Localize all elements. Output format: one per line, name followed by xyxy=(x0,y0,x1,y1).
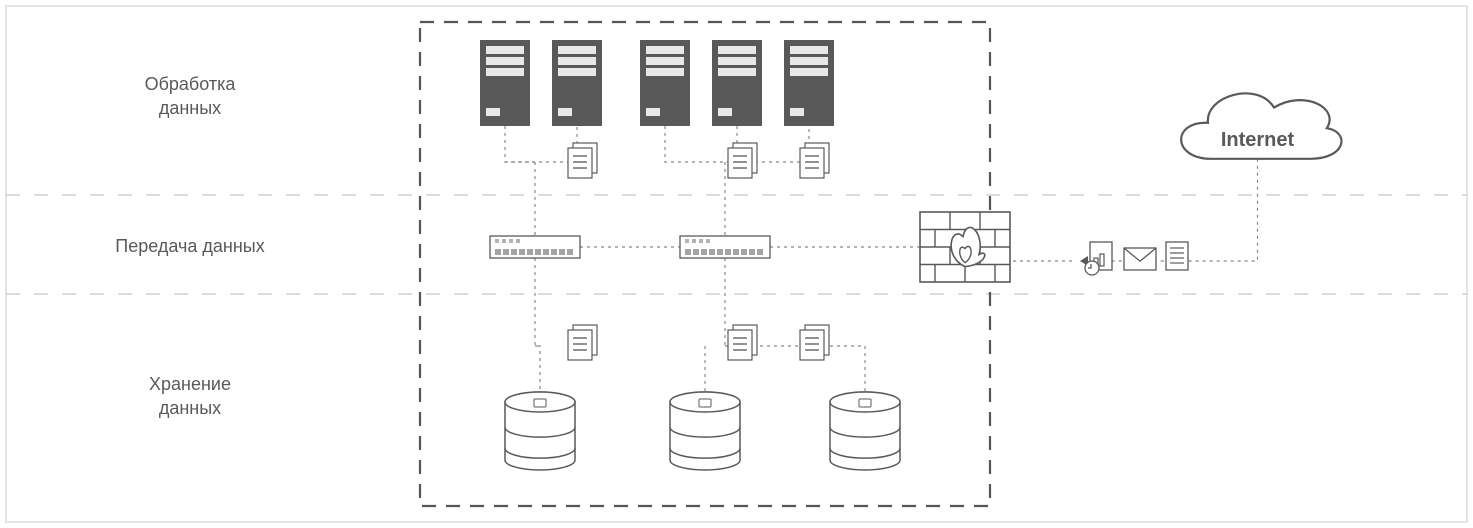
document-stack-icon xyxy=(728,143,757,178)
label-processing: Обработка xyxy=(145,74,237,94)
label-transfer: Передача данных xyxy=(115,236,264,256)
server-icon xyxy=(784,40,834,126)
database-icon xyxy=(670,392,740,470)
label-storage: Хранение xyxy=(149,374,231,394)
document-stack-icon xyxy=(568,143,597,178)
svg-text:данных: данных xyxy=(159,98,221,118)
switch-icon xyxy=(490,236,580,258)
database-icon xyxy=(830,392,900,470)
database-icon xyxy=(505,392,575,470)
document-stack-icon xyxy=(800,143,829,178)
page-icon xyxy=(1166,242,1188,270)
svg-text:Internet: Internet xyxy=(1221,129,1295,151)
server-icon xyxy=(552,40,602,126)
server-icon xyxy=(640,40,690,126)
document-stack-icon xyxy=(568,325,597,360)
switch-icon xyxy=(680,236,770,258)
server-icon xyxy=(712,40,762,126)
document-stack-icon xyxy=(800,325,829,360)
envelope-icon xyxy=(1124,248,1156,270)
svg-text:данных: данных xyxy=(159,398,221,418)
document-stack-icon xyxy=(728,325,757,360)
firewall-icon xyxy=(920,212,1010,282)
server-icon xyxy=(480,40,530,126)
